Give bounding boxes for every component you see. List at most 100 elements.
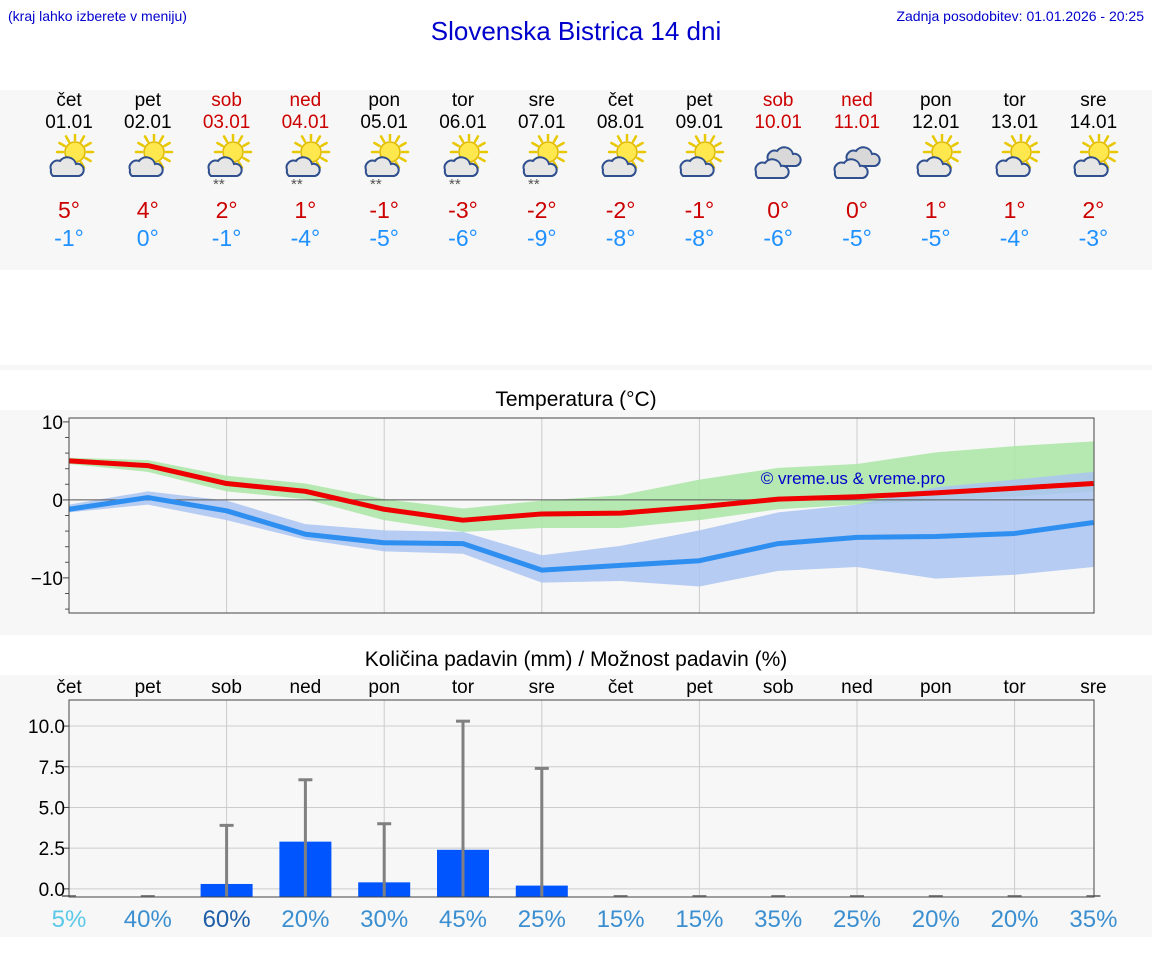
cloud-shape [1073,156,1110,177]
precip-probability: 15% [597,906,645,933]
day-name: pon [919,90,952,111]
sun-ray [458,135,465,143]
cloud-shape [916,156,952,177]
y-tick-label: 0 [52,491,63,512]
sun-cloud-snow-icon: ** [275,134,335,196]
temp-min: -5° [842,225,872,251]
day-date: 01.01 [45,112,93,133]
temp-min: -5° [920,225,951,251]
temperature-chart-title: Temperatura (°C) [495,388,657,411]
temp-max: -2° [605,197,636,223]
day-date: 08.01 [596,112,645,133]
cloud-shape [207,156,243,177]
weather-icon-svg: ** [522,134,568,193]
precipitation-chart-title: Količina padavin (mm) / Možnost padavin … [364,648,788,671]
temp-min: -4° [290,225,321,251]
sun-cloud-snow-icon: ** [433,134,493,196]
temp-min: -4° [999,225,1030,251]
sun-ray [1104,135,1110,143]
temperature-series-line-min [68,495,1094,573]
snow-icon: ** [528,176,540,193]
sun-ray [373,141,382,148]
sun-ray [84,156,92,163]
day-date: 11.01 [833,112,881,133]
sun-ray [379,135,386,143]
day-label: tor [452,677,475,698]
sun-ray [616,135,622,143]
y-tick-label: 10.0 [28,717,65,738]
sun-ray [1025,135,1031,143]
sun-ray [320,141,329,148]
temp-max: -1° [684,197,715,223]
day-label: tor [1004,677,1027,698]
sun-ray [399,156,408,163]
sun-ray [631,135,637,143]
sun-ray [58,141,66,148]
day-column: pet 09.01 -1° -8° [659,90,739,252]
sun-ray [237,135,243,143]
plot-frame [68,699,1095,898]
day-date: 02.01 [124,112,172,133]
cloud-shape [285,156,322,177]
precip-probability: 5% [52,906,87,933]
day-column: ned 04.01 ** 1° -4° [265,90,345,252]
sun-ray [84,141,92,148]
temp-min: -1° [211,225,242,251]
day-label: pon [920,677,952,698]
day-label: sob [763,677,794,698]
cloud-shape [601,156,637,177]
temp-min: -9° [526,225,557,251]
temp-max: 4° [136,197,159,223]
cloud-shape [522,156,558,177]
snow-icon: ** [291,176,303,193]
chart-background [0,675,1152,937]
precip-probability: 40% [124,906,172,933]
day-label: sob [211,677,242,698]
day-name: čet [56,90,82,111]
weather-icon-svg [1073,134,1119,177]
day-name: tor [451,90,475,111]
sun-ray [1089,135,1095,143]
cloudy-icon [827,134,887,196]
section-divider [0,365,1152,370]
temperature-chart: 10 0 −10 © vreme.us & vreme.pro [0,410,1152,635]
cloud-shape [754,158,790,179]
day-name: tor [1003,90,1026,111]
day-label: ned [290,677,322,698]
day-label: čet [608,677,634,698]
sun-ray [635,156,644,163]
header-note: (kraj lahko izberete v meniju) [8,8,187,24]
sun-ray [556,141,565,148]
sun-ray [710,135,716,143]
temp-max: -2° [526,197,557,223]
y-tick-label: 5.0 [39,798,65,819]
day-date: 09.01 [675,112,724,133]
day-name: pet [134,90,161,111]
temp-max: 2° [1082,197,1105,223]
cloud-shape [128,156,164,177]
precipitation-chart: čet pet sob ned pon tor sre čet pet sob ned pon tor s… [0,675,1152,937]
sun-ray [79,135,86,143]
cloud-shape [443,156,479,177]
y-tick-label: −10 [31,569,63,590]
day-column: tor 06.01 ** -3° -6° [423,90,503,252]
cloud-shape [679,156,716,177]
precip-probability: 30% [360,906,408,933]
temp-max: 1° [1003,197,1026,223]
day-date: 14.01 [1069,112,1118,133]
weather-icon-svg [916,134,962,177]
cloud-shape [49,156,85,177]
sun-ray [1082,141,1091,148]
weather-icon-svg [601,134,646,177]
day-column: sob 10.01 0° -6° [738,90,818,252]
precip-probability: 35% [1069,906,1117,933]
sun-ray [316,135,322,143]
sun-ray [222,135,228,143]
day-label: sre [1080,677,1106,698]
sun-cloud-icon [669,134,729,196]
sun-ray [64,135,71,143]
sun-ray [241,156,250,163]
temp-max: 1° [294,197,317,223]
day-date: 12.01 [912,112,960,133]
sun-ray [537,135,544,143]
